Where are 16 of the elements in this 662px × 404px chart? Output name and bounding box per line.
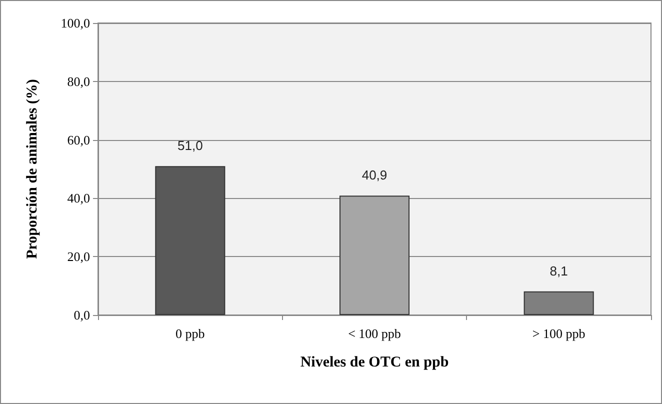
data-label: 8,1: [550, 263, 568, 278]
x-axis-title: Niveles de OTC en ppb: [300, 354, 449, 370]
x-tick-label: > 100 ppb: [532, 326, 586, 341]
bar: [339, 196, 410, 315]
y-tick-label: 100,0: [60, 16, 90, 30]
y-axis-title: Proporción de animales (%): [24, 79, 40, 259]
y-tick-label: 60,0: [67, 132, 90, 148]
data-label: 51,0: [178, 138, 203, 154]
x-tick-label: < 100 ppb: [348, 326, 401, 341]
y-tick-label: 0,0: [74, 308, 90, 322]
y-tick-label: 20,0: [67, 249, 90, 264]
x-tick-label: 0 ppb: [176, 326, 205, 341]
data-label: 40,9: [362, 168, 388, 183]
bar: [155, 166, 226, 315]
y-tick-label: 80,0: [67, 74, 90, 89]
y-tick-label: 40,0: [67, 190, 90, 206]
